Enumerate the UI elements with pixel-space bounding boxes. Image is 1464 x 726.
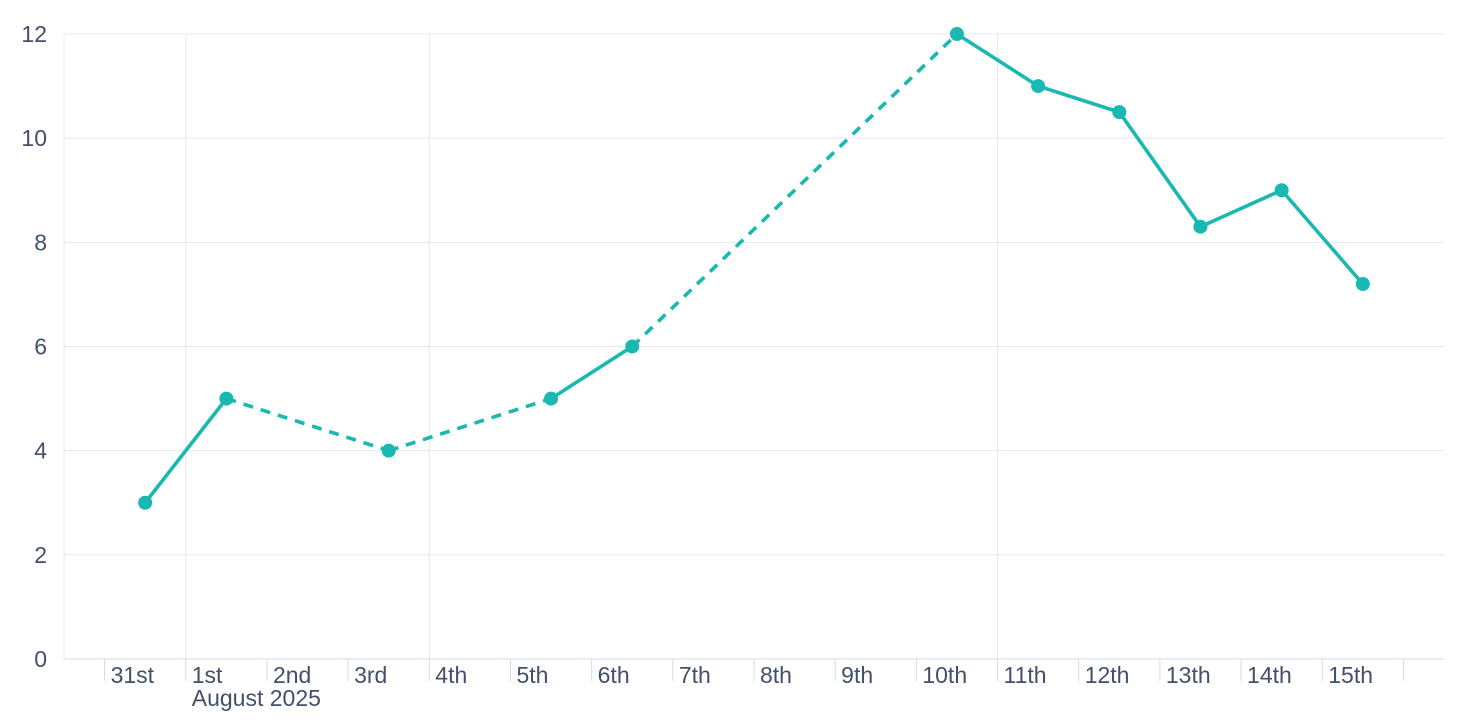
x-tick-label: 2nd [273,662,311,688]
x-tick-label: 9th [841,662,873,688]
series-segment-solid [955,32,1040,88]
data-point[interactable] [1112,105,1127,120]
y-tick-label: 2 [34,542,47,568]
series-segment-dashed [388,396,552,453]
y-tick-label: 6 [34,334,47,360]
y-tick-label: 4 [34,438,47,464]
x-tick-label: 12th [1085,662,1130,688]
x-tick-label: 11th [1004,662,1047,688]
y-tick-label: 0 [34,646,47,672]
x-tick-label: 1st [192,662,223,688]
data-point[interactable] [949,27,964,41]
series-segment-solid [1199,188,1283,229]
data-point[interactable] [138,495,153,510]
data-point[interactable] [1193,219,1208,234]
month-label: August 2025 [192,685,321,711]
series-segment-solid [1037,84,1120,114]
x-tick-label: 13th [1166,662,1211,688]
x-tick-label: 8th [760,662,792,688]
x-tick-label: 3rd [354,662,387,688]
series-segment-solid [143,397,228,504]
series-segment-solid [1280,189,1365,286]
x-tick-label: 4th [435,662,467,688]
y-tick-label: 12 [21,21,47,47]
data-point[interactable] [381,443,396,458]
x-tick-label: 7th [679,662,711,688]
x-tick-label: 10th [922,662,967,688]
data-point[interactable] [1274,183,1289,198]
series-segment-dashed [225,396,390,453]
data-point[interactable] [625,339,640,354]
x-tick-label: 14th [1247,662,1292,688]
data-point[interactable] [1355,277,1370,291]
x-tick-label: 31st [111,662,155,688]
y-tick-label: 8 [34,229,47,255]
data-point[interactable] [544,391,559,406]
series-segment-dashed [630,32,959,348]
x-tick-label: 5th [516,662,548,688]
series-segment-solid [550,344,634,401]
y-tick-label: 10 [21,125,47,151]
series-segment-solid [1117,111,1202,228]
data-point[interactable] [219,391,234,406]
x-tick-label: 15th [1328,662,1373,688]
data-point[interactable] [1031,79,1046,94]
x-tick-label: 6th [598,662,630,688]
